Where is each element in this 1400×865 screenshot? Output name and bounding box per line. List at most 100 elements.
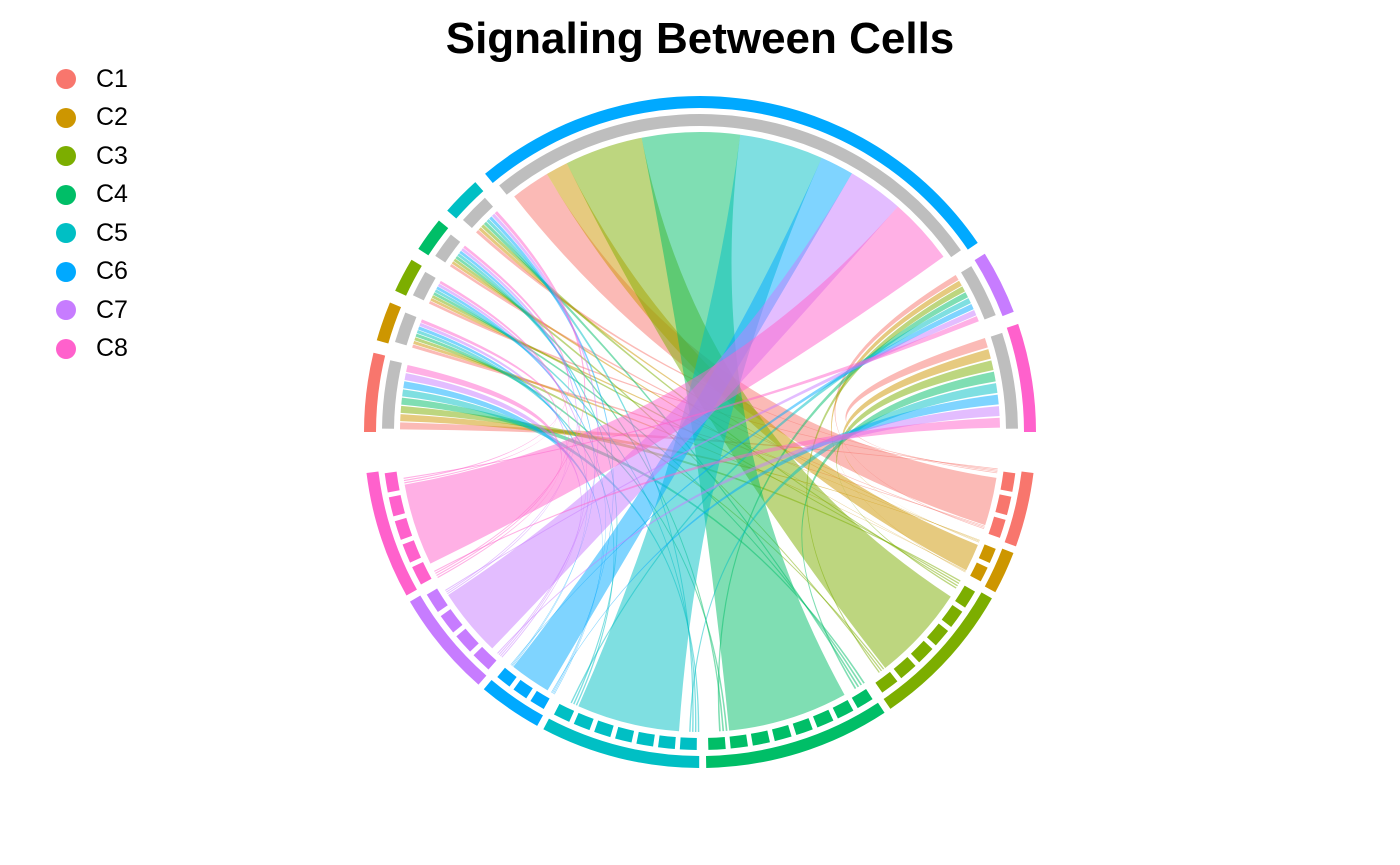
receiver-track-c5	[462, 197, 493, 229]
ribbon-c3-to-c7	[806, 286, 965, 673]
ribbon-c2-to-c8	[841, 349, 991, 543]
sender-subtrack-c1	[1000, 471, 1016, 492]
sender-subtrack-c6	[497, 667, 517, 687]
sender-subtrack-c3	[955, 585, 976, 608]
legend: C1 C2 C3 C4 C5 C6 C7 C8	[56, 60, 128, 368]
sender-subtrack-c4	[750, 730, 770, 746]
sender-sector-c7	[409, 595, 487, 685]
sender-subtrack-c7	[456, 628, 479, 652]
sender-subtrack-c6	[513, 679, 533, 699]
legend-swatch-c2	[56, 107, 76, 128]
ribbon-c2-to-c7	[831, 280, 966, 573]
sender-subtrack-c8	[384, 471, 400, 493]
legend-item-c3: C3	[56, 137, 128, 176]
ribbon-c8-to-c4	[403, 245, 569, 482]
sender-subtrack-c1	[988, 516, 1006, 538]
sender-sector-c6	[483, 680, 543, 726]
ribbons-layer	[400, 131, 1000, 732]
receiver-track-c3	[412, 271, 436, 301]
receiver-sector-c8	[1006, 323, 1036, 432]
sender-sector-c2	[984, 548, 1014, 593]
legend-item-c7: C7	[56, 291, 128, 330]
sender-subtrack-c2	[978, 544, 996, 564]
sender-subtrack-c6	[530, 690, 550, 709]
legend-swatch-c5	[56, 223, 76, 244]
ribbon-c8-to-c6	[404, 206, 944, 564]
legend-swatch-c3	[56, 146, 76, 167]
legend-label-c4: C4	[96, 180, 128, 209]
sender-subtrack-c5	[573, 712, 594, 731]
legend-swatch-c7	[56, 300, 76, 321]
ribbon-c1-to-c6	[514, 174, 997, 526]
sender-subtrack-c3	[926, 623, 949, 646]
receiver-sector-c2	[376, 302, 402, 344]
legend-swatch-c4	[56, 184, 76, 205]
receiver-track-c7	[961, 266, 996, 320]
receiver-sector-c6	[485, 96, 978, 250]
sender-subtrack-c4	[771, 725, 792, 742]
sender-subtrack-c4	[708, 736, 726, 750]
sender-sector-c3	[883, 592, 992, 709]
legend-label-c1: C1	[96, 64, 128, 93]
legend-item-c1: C1	[56, 60, 128, 99]
ribbon-c2-to-c6	[546, 163, 978, 571]
sender-subtrack-c5	[615, 726, 635, 743]
chart-title: Signaling Between Cells	[445, 14, 955, 63]
ribbon-c1-to-c1	[400, 422, 998, 470]
sender-subtrack-c7	[473, 646, 497, 670]
sender-subtrack-c1	[995, 494, 1012, 516]
sender-subtrack-c4	[832, 700, 854, 719]
ribbon-c8-to-c3	[436, 280, 570, 576]
sender-subtrack-c4	[813, 709, 834, 728]
legend-label-c6: C6	[96, 257, 128, 286]
tracks-layer	[364, 96, 1036, 768]
ribbon-c5-to-c6	[578, 134, 822, 732]
ribbon-c4-to-c6	[641, 131, 845, 731]
legend-label-c8: C8	[96, 334, 128, 363]
receiver-track-c1	[382, 360, 402, 429]
ribbon-c3-to-c3	[431, 295, 960, 585]
legend-label-c7: C7	[96, 295, 128, 324]
receiver-track-c2	[395, 312, 417, 346]
sender-subtrack-c3	[941, 604, 963, 628]
receiver-track-c4	[435, 234, 461, 263]
sender-subtrack-c7	[426, 588, 448, 613]
legend-label-c2: C2	[96, 103, 128, 132]
sender-subtrack-c3	[910, 640, 933, 663]
sender-subtrack-c4	[729, 734, 748, 749]
ribbon-c1-to-c8	[845, 337, 998, 474]
sender-sector-c8	[366, 471, 417, 596]
sender-subtrack-c8	[394, 517, 413, 540]
legend-item-c6: C6	[56, 253, 128, 292]
legend-item-c4: C4	[56, 176, 128, 215]
legend-label-c3: C3	[96, 141, 128, 170]
sender-subtrack-c5	[636, 731, 655, 747]
receiver-sector-c7	[974, 253, 1014, 317]
sender-subtrack-c3	[893, 656, 916, 679]
receiver-sector-c5	[447, 182, 484, 219]
receiver-track-c6	[499, 114, 961, 258]
sender-subtrack-c8	[412, 562, 432, 585]
legend-swatch-c8	[56, 338, 76, 359]
legend-item-c2: C2	[56, 99, 128, 138]
ribbon-c3-to-c6	[566, 137, 951, 668]
legend-item-c8: C8	[56, 330, 128, 369]
sender-subtrack-c5	[658, 735, 676, 750]
legend-swatch-c6	[56, 261, 76, 282]
ribbon-c1-to-c7	[834, 275, 985, 530]
sender-subtrack-c8	[388, 494, 405, 517]
sender-subtrack-c5	[594, 720, 614, 738]
legend-label-c5: C5	[96, 218, 128, 247]
sender-sector-c5	[543, 718, 700, 768]
sender-subtrack-c7	[440, 609, 463, 633]
sender-subtrack-c8	[402, 540, 421, 563]
sender-subtrack-c2	[970, 562, 988, 582]
ribbon-c4-to-c7	[717, 292, 969, 732]
sender-subtrack-c5	[679, 737, 697, 750]
receiver-sector-c4	[418, 220, 449, 256]
receiver-sector-c1	[364, 352, 386, 432]
sender-subtrack-c4	[792, 718, 813, 736]
sender-subtrack-c5	[553, 703, 575, 722]
sender-sector-c1	[1004, 471, 1034, 547]
